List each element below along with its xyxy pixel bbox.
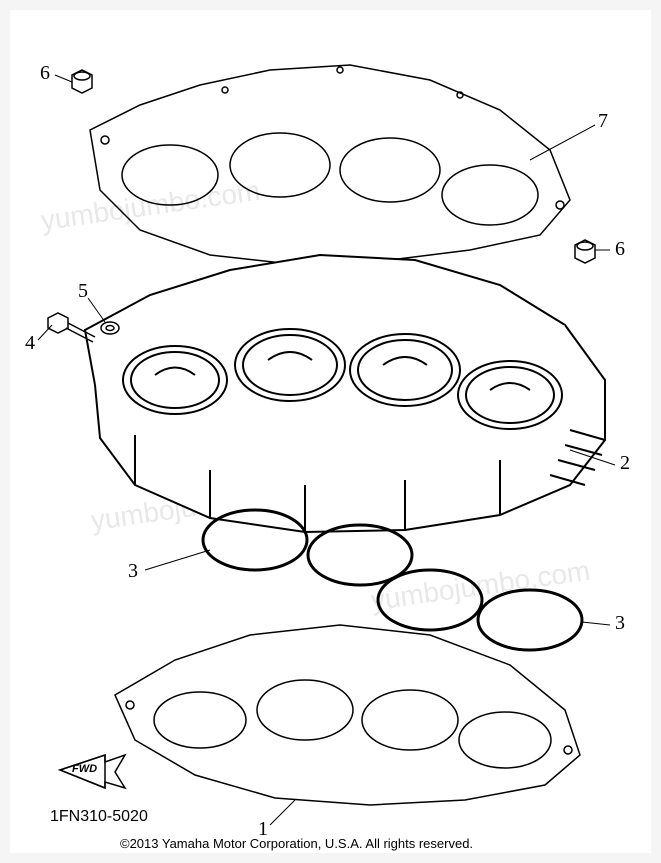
exploded-view-svg: [10, 10, 651, 853]
callout-3: 3: [615, 612, 625, 635]
callout-6: 6: [615, 238, 625, 261]
callout-3: 3: [128, 560, 138, 583]
callout-5: 5: [78, 280, 88, 303]
fwd-arrow-label: FWD: [72, 763, 97, 775]
copyright-text: ©2013 Yamaha Motor Corporation, U.S.A. A…: [120, 836, 473, 851]
callout-2: 2: [620, 452, 630, 475]
callout-4: 4: [25, 332, 35, 355]
diagram-container: yumbojumbo.com yumbojumbo.com yumbojumbo…: [0, 0, 661, 863]
part-code: 1FN310-5020: [50, 808, 148, 826]
diagram-area: yumbojumbo.com yumbojumbo.com yumbojumbo…: [10, 10, 651, 853]
callout-7: 7: [598, 110, 608, 133]
callout-6: 6: [40, 62, 50, 85]
